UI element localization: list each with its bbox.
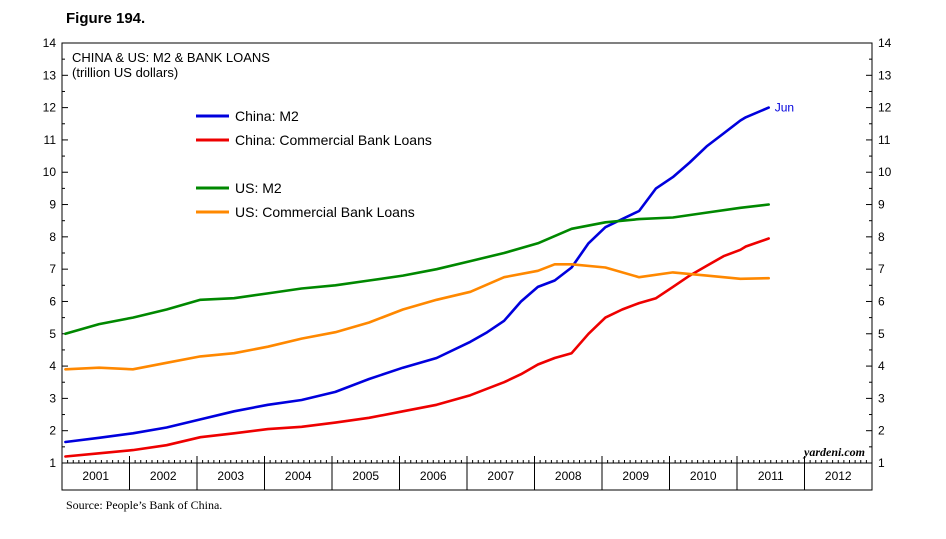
end-annotation: Jun	[775, 101, 794, 115]
series-line-us-m2	[64, 203, 771, 336]
x-tick-label: 2007	[487, 469, 514, 483]
y-tick-label-left: 14	[43, 36, 57, 50]
legend-label: US: Commercial Bank Loans	[235, 204, 415, 220]
y-tick-label-left: 13	[43, 68, 57, 82]
x-tick-label: 2002	[150, 469, 177, 483]
chart-title: CHINA & US: M2 & BANK LOANS	[72, 50, 270, 65]
y-tick-label-right: 6	[878, 294, 885, 308]
x-tick-label: 2006	[420, 469, 447, 483]
y-tick-label-right: 13	[878, 68, 892, 82]
y-tick-label-left: 12	[43, 101, 57, 115]
y-tick-label-left: 2	[49, 424, 56, 438]
x-tick-label: 2010	[690, 469, 717, 483]
y-tick-label-right: 9	[878, 198, 885, 212]
x-tick-label: 2003	[217, 469, 244, 483]
credit-text: yardeni.com	[802, 445, 865, 459]
y-tick-label-right: 14	[878, 36, 892, 50]
x-tick-label: 2009	[622, 469, 649, 483]
y-tick-label-right: 8	[878, 230, 885, 244]
y-tick-label-right: 12	[878, 101, 892, 115]
series-line-china-m2	[64, 106, 771, 444]
x-tick-label: 2001	[82, 469, 109, 483]
figure-label: Figure 194.	[66, 10, 146, 27]
y-tick-label-right: 4	[878, 359, 885, 373]
y-tick-label-right: 5	[878, 327, 885, 341]
chart-subtitle: (trillion US dollars)	[72, 65, 178, 80]
legend-label: US: M2	[235, 180, 282, 196]
series-lines	[64, 106, 771, 458]
x-tick-label: 2008	[555, 469, 582, 483]
series-line-us-commercial-bank-loans	[64, 262, 771, 371]
series-line-china-commercial-bank-loans	[64, 237, 771, 458]
source-note: Source: People’s Bank of China.	[66, 498, 223, 512]
x-tick-label: 2004	[285, 469, 312, 483]
x-tick-label: 2011	[758, 469, 784, 483]
y-tick-label-right: 10	[878, 165, 892, 179]
y-tick-label-right: 7	[878, 262, 885, 276]
y-tick-label-left: 8	[49, 230, 56, 244]
y-tick-label-left: 5	[49, 327, 56, 341]
y-tick-label-left: 4	[49, 359, 56, 373]
y-tick-label-left: 9	[49, 198, 56, 212]
legend-label: China: Commercial Bank Loans	[235, 132, 432, 148]
y-tick-label-right: 1	[878, 456, 885, 470]
y-tick-label-left: 7	[49, 262, 56, 276]
x-tick-label: 2012	[825, 469, 852, 483]
y-tick-label-right: 2	[878, 424, 885, 438]
x-tick-label: 2005	[352, 469, 379, 483]
plot-frame	[61, 42, 873, 464]
y-tick-label-left: 3	[49, 391, 56, 405]
legend: China: M2 China: Commercial Bank Loans US:…	[196, 108, 432, 220]
y-tick-label-right: 3	[878, 391, 885, 405]
y-tick-label-left: 10	[43, 165, 57, 179]
legend-label: China: M2	[235, 108, 299, 124]
y-tick-label-left: 1	[49, 456, 56, 470]
x-axis: 2001 2002 2003 2004 2005 2006 2007 2008 2009 2010…	[61, 456, 867, 490]
y-tick-label-right: 11	[878, 133, 891, 147]
y-tick-label-left: 6	[49, 294, 56, 308]
y-tick-label-left: 11	[44, 133, 57, 147]
